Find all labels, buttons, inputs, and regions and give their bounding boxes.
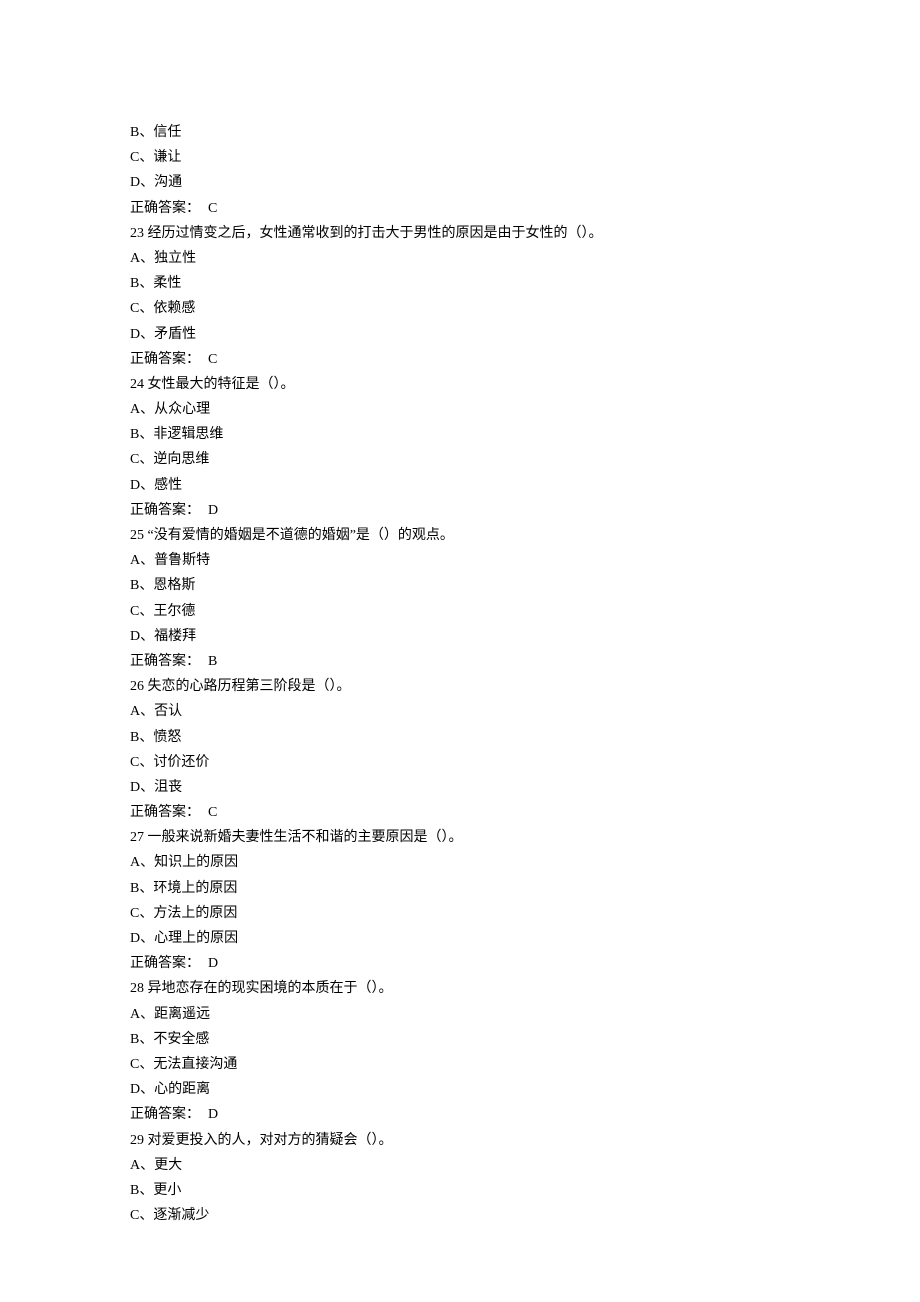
option-line: B、柔性 bbox=[130, 271, 790, 296]
option-line: D、沮丧 bbox=[130, 775, 790, 800]
option-line: C、逐渐减少 bbox=[130, 1203, 790, 1228]
question-stem: 29 对爱更投入的人，对对方的猜疑会（）。 bbox=[130, 1128, 790, 1153]
option-line: A、知识上的原因 bbox=[130, 850, 790, 875]
answer-line: 正确答案： C bbox=[130, 800, 790, 825]
option-line: C、谦让 bbox=[130, 145, 790, 170]
answer-line: 正确答案： B bbox=[130, 649, 790, 674]
answer-value: D bbox=[208, 503, 218, 518]
option-line: D、矛盾性 bbox=[130, 322, 790, 347]
answer-label: 正确答案： bbox=[130, 956, 200, 971]
answer-line: 正确答案： D bbox=[130, 1102, 790, 1127]
answer-value: D bbox=[208, 1107, 218, 1122]
answer-label: 正确答案： bbox=[130, 201, 200, 216]
option-line: C、讨价还价 bbox=[130, 750, 790, 775]
answer-value: C bbox=[208, 805, 217, 820]
option-line: C、方法上的原因 bbox=[130, 901, 790, 926]
answer-line: 正确答案： D bbox=[130, 498, 790, 523]
option-line: C、逆向思维 bbox=[130, 447, 790, 472]
option-line: C、无法直接沟通 bbox=[130, 1052, 790, 1077]
question-stem: 26 失恋的心路历程第三阶段是（）。 bbox=[130, 674, 790, 699]
option-line: A、独立性 bbox=[130, 246, 790, 271]
answer-value: C bbox=[208, 352, 217, 367]
question-stem: 27 一般来说新婚夫妻性生活不和谐的主要原因是（）。 bbox=[130, 825, 790, 850]
option-line: D、心的距离 bbox=[130, 1077, 790, 1102]
option-line: C、王尔德 bbox=[130, 599, 790, 624]
option-line: D、沟通 bbox=[130, 170, 790, 195]
option-line: B、环境上的原因 bbox=[130, 876, 790, 901]
answer-line: 正确答案： C bbox=[130, 347, 790, 372]
question-stem: 24 女性最大的特征是（）。 bbox=[130, 372, 790, 397]
option-line: B、恩格斯 bbox=[130, 573, 790, 598]
option-line: D、感性 bbox=[130, 473, 790, 498]
answer-label: 正确答案： bbox=[130, 805, 200, 820]
option-line: B、非逻辑思维 bbox=[130, 422, 790, 447]
option-line: A、否认 bbox=[130, 699, 790, 724]
answer-label: 正确答案： bbox=[130, 1107, 200, 1122]
option-line: A、从众心理 bbox=[130, 397, 790, 422]
answer-value: D bbox=[208, 956, 218, 971]
answer-value: C bbox=[208, 201, 217, 216]
option-line: B、更小 bbox=[130, 1178, 790, 1203]
option-line: A、更大 bbox=[130, 1153, 790, 1178]
option-line: A、距离遥远 bbox=[130, 1002, 790, 1027]
question-stem: 28 异地恋存在的现实困境的本质在于（）。 bbox=[130, 976, 790, 1001]
answer-line: 正确答案： D bbox=[130, 951, 790, 976]
document-content: B、信任 C、谦让 D、沟通 正确答案： C 23 经历过情变之后，女性通常收到的… bbox=[130, 120, 790, 1228]
option-line: B、信任 bbox=[130, 120, 790, 145]
answer-value: B bbox=[208, 654, 217, 669]
question-stem: 23 经历过情变之后，女性通常收到的打击大于男性的原因是由于女性的（）。 bbox=[130, 221, 790, 246]
answer-line: 正确答案： C bbox=[130, 196, 790, 221]
question-stem: 25 “没有爱情的婚姻是不道德的婚姻”是（）的观点。 bbox=[130, 523, 790, 548]
option-line: C、依赖感 bbox=[130, 296, 790, 321]
option-line: B、不安全感 bbox=[130, 1027, 790, 1052]
answer-label: 正确答案： bbox=[130, 654, 200, 669]
answer-label: 正确答案： bbox=[130, 352, 200, 367]
option-line: D、福楼拜 bbox=[130, 624, 790, 649]
option-line: A、普鲁斯特 bbox=[130, 548, 790, 573]
answer-label: 正确答案： bbox=[130, 503, 200, 518]
option-line: B、愤怒 bbox=[130, 725, 790, 750]
option-line: D、心理上的原因 bbox=[130, 926, 790, 951]
